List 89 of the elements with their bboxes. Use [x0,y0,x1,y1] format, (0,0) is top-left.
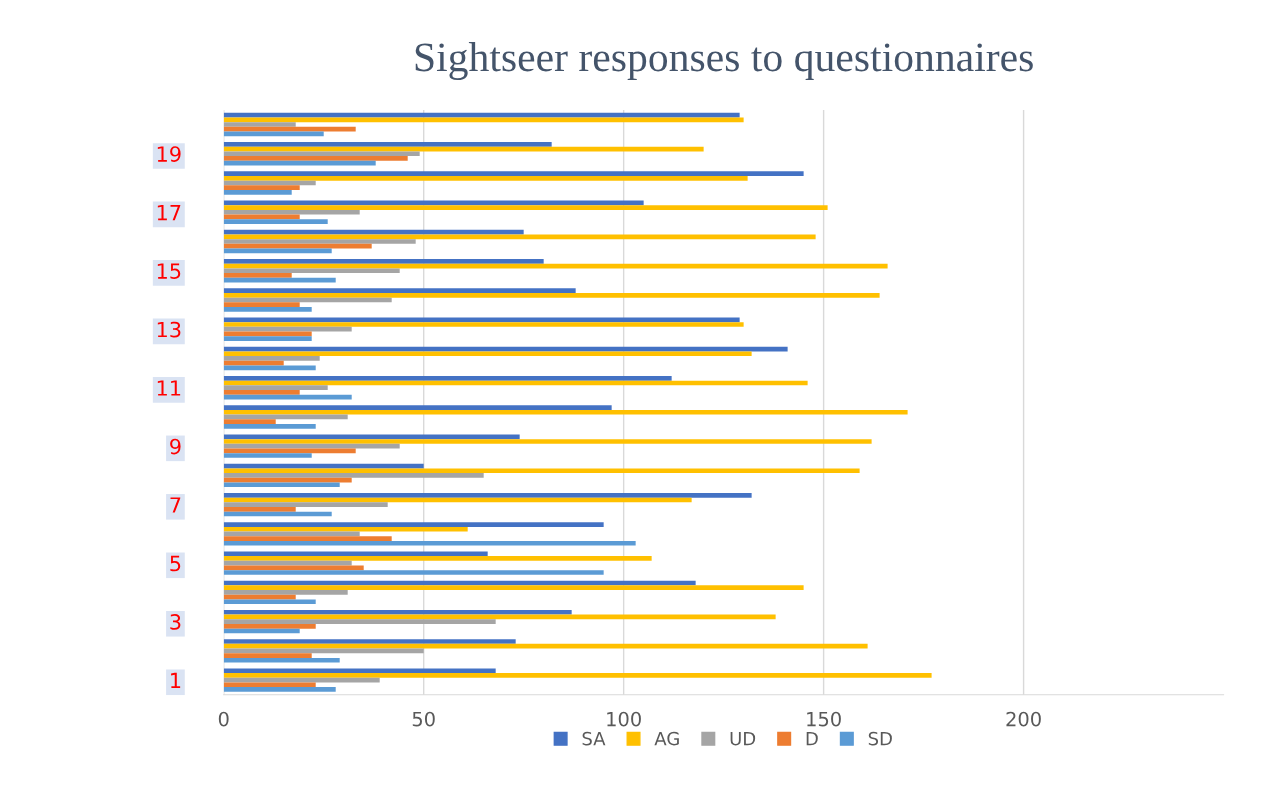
bar [223,609,572,615]
bar [223,351,752,357]
x-tick-label: 100 [607,711,641,727]
bar [223,453,312,458]
bar [223,468,860,474]
bar [223,439,872,444]
bar [223,219,328,224]
bar [223,142,552,147]
bar [223,259,544,264]
bar [223,306,312,312]
bar [223,536,392,541]
y-tick-label: 13 [157,321,181,338]
bar [223,590,348,595]
bar [223,185,300,191]
bar [223,234,816,240]
bar [223,273,292,278]
bar [223,639,516,644]
bar [223,434,520,440]
bar [223,556,652,561]
bar [223,623,316,629]
bar [223,443,400,449]
y-tick-label: 5 [170,555,181,572]
bar [223,643,868,649]
bar [223,175,748,181]
bar [223,687,336,692]
legend-label: SD [868,731,892,746]
y-tick-label: 17 [157,204,181,221]
bar [223,599,316,605]
bar [223,122,296,127]
bar [223,243,372,249]
x-tick-label: 150 [807,711,841,727]
bar [223,268,400,274]
legend-label: UD [730,732,756,746]
x-tick-label: 50 [412,711,435,727]
bar [223,673,932,678]
y-tick-label: 19 [157,146,181,162]
y-tick-label: 3 [170,614,181,630]
bar [223,156,408,161]
x-tick-label: 0 [218,711,229,727]
y-tick-label: 9 [170,438,181,455]
bar [223,492,752,498]
bar [223,551,488,557]
bar [223,473,484,478]
bar [223,507,296,512]
chart-title: Sightseer responses to questionnaires [415,42,1033,80]
bar [223,409,908,415]
bar [223,502,388,507]
bar [223,190,292,195]
bar [223,653,312,658]
bar [223,205,828,210]
bar [223,482,340,488]
bar [223,540,636,546]
bar [223,239,416,244]
legend-label: SA [582,731,606,746]
bar [223,405,612,410]
bar [223,668,496,674]
bar [223,151,420,157]
legend-label: AG [654,731,679,746]
bar [223,385,328,391]
bar [223,365,316,371]
bar [223,570,604,575]
y-tick-label: 1 [171,672,181,689]
bar [223,171,804,176]
bar [223,585,804,591]
y-tick-label: 11 [157,380,181,396]
y-tick-label: 15 [157,263,181,279]
x-tick-label: 200 [1006,711,1041,727]
bar [223,288,576,293]
bar [223,112,740,118]
bar [223,126,356,132]
bar [223,376,672,381]
bar [223,522,604,527]
bar [223,419,276,424]
bar [223,209,360,215]
bar [223,657,340,663]
bar [223,682,316,688]
bar [223,322,744,327]
bar [223,292,880,298]
y-tick-label: 7 [170,497,181,513]
bar [223,423,316,429]
bar [223,336,312,341]
bar [223,302,300,307]
bar [223,565,364,571]
bar [223,526,468,532]
bar [223,619,496,624]
bar [223,390,300,395]
bar [223,356,320,361]
legend-label: D [806,732,818,746]
bar [223,326,352,332]
